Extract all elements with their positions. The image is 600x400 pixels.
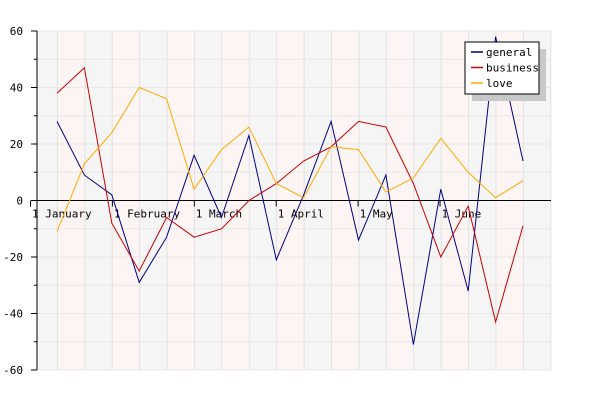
- x-tick-label: 1 January: [32, 208, 92, 221]
- y-tick-label: -60: [3, 364, 23, 377]
- series-line-love: [56, 86, 524, 232]
- legend-label-love: love: [486, 77, 513, 90]
- y-tick-label: 60: [10, 25, 23, 38]
- y-tick-label: -20: [3, 251, 23, 264]
- y-axis: 60 40 20 0 -20 -40 -60: [3, 25, 38, 377]
- x-tick-label: 1 March: [196, 208, 242, 221]
- y-tick-label: 40: [10, 82, 23, 95]
- legend-label-general: general: [486, 46, 532, 59]
- y-tick-label: -40: [3, 308, 23, 321]
- legend-label-business: business: [486, 62, 539, 75]
- series-line-business: [56, 66, 524, 324]
- y-tick-label: 20: [10, 138, 23, 151]
- series-line-general: [56, 36, 524, 345]
- series-lines: [56, 36, 524, 345]
- y-tick-label: 0: [16, 195, 23, 208]
- x-tick-label: 1 February: [114, 208, 181, 221]
- legend: general business love: [464, 41, 546, 101]
- x-tick-label: 1 May: [360, 208, 393, 221]
- x-axis: 1 January 1 February 1 March 1 April 1 May 1 …: [30, 200, 551, 221]
- x-tick-label: 1 April: [278, 208, 324, 221]
